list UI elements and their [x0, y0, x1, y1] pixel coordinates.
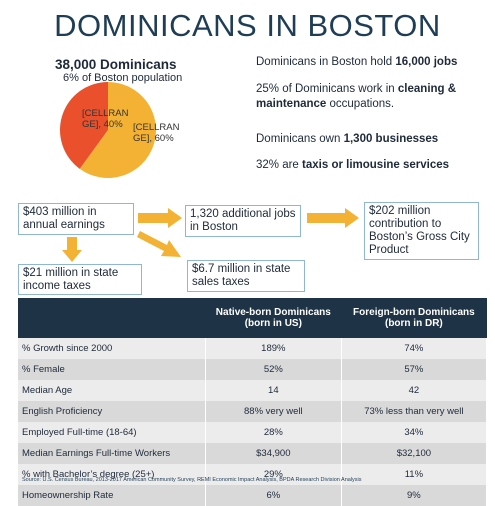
fact-text: 32% are — [256, 159, 303, 171]
fact: Dominicans in Boston hold 16,000 jobs — [256, 55, 491, 70]
table-row: % Growth since 2000 189% 74% — [18, 338, 488, 359]
flow-box: $403 million in annual earnings — [18, 203, 134, 235]
table-cell: 74% — [341, 338, 488, 359]
source: Source: U.S. Census Bureau, 2013-2017 Am… — [22, 477, 362, 483]
fact: 32% are taxis or limousine services — [256, 158, 491, 173]
table-cell: 28% — [205, 422, 342, 443]
fact-text: Dominicans in Boston hold — [256, 56, 396, 68]
pie-label: [CELLRANGE], 60% — [133, 122, 180, 144]
table-cell: 42 — [341, 380, 488, 401]
table-row: % Female 52% 57% — [18, 359, 488, 380]
fact-text: 1,300 businesses — [343, 133, 439, 145]
table-cell: 9% — [341, 485, 488, 506]
table-cell: Median Age — [18, 380, 206, 401]
table-cell: $32,100 — [341, 443, 488, 464]
table-row: Median Age 14 42 — [18, 380, 488, 401]
table-cell: % with Bachelor’s degree (25+) — [18, 464, 206, 485]
fact-text: Dominicans own — [256, 133, 344, 145]
flow-box: $202 million contribution to Boston’s Gr… — [364, 202, 479, 260]
table-row: Median Earnings Full-time Workers $34,900… — [18, 443, 488, 464]
flow-box: $6.7 million in state sales taxes — [187, 260, 305, 292]
table-cell: Employed Full-time (18-64) — [18, 422, 206, 443]
table-cell: Median Earnings Full-time Workers — [18, 443, 206, 464]
table-cell: English Proficiency — [18, 401, 206, 422]
table-cell: 14 — [205, 380, 342, 401]
column-header — [18, 298, 206, 338]
fact-text: 25% of Dominicans work in — [256, 83, 398, 95]
pie-slice — [60, 82, 108, 169]
pie-slice — [79, 82, 157, 179]
arrows — [62, 208, 359, 262]
table: Native-born Dominicans (born in US) Forei… — [18, 298, 488, 506]
fact-text: 16,000 jobs — [395, 56, 458, 68]
table-cell: Homeownership Rate — [18, 485, 206, 506]
table-cell: 189% — [205, 338, 342, 359]
subhead: 6% of Boston population — [63, 72, 183, 84]
table-cell: % Female — [18, 359, 206, 380]
fact-text: taxis or limousine services — [302, 159, 450, 171]
headline: 38,000 Dominicans — [55, 57, 177, 72]
table-row: % with Bachelor’s degree (25+) 29% 11% — [18, 464, 488, 485]
table-cell: % Growth since 2000 — [18, 338, 206, 359]
table-cell: 29% — [205, 464, 342, 485]
table-cell: 57% — [341, 359, 488, 380]
column-header: Foreign-born Dominicans (born in DR) — [341, 298, 487, 338]
table-cell: 52% — [205, 359, 342, 380]
pie-label: [CELLRANGE], 40% — [82, 108, 129, 130]
page: DOMINICANS IN BOSTON 38,000 Dominicans 6… — [18, 8, 491, 506]
flow-box: 1,320 additional jobs in Boston — [185, 205, 301, 237]
fact: Dominicans own 1,300 businesses — [256, 132, 491, 147]
graphics — [60, 82, 359, 262]
header-row: Native-born Dominicans (born in US) Forei… — [18, 298, 487, 338]
title: DOMINICANS IN BOSTON — [54, 8, 441, 43]
table-cell: 34% — [341, 422, 488, 443]
fact-text: occupations. — [326, 98, 395, 110]
table-row: English Proficiency 88% very well 73% less… — [18, 401, 488, 422]
table-cell: 73% less than very well — [341, 401, 488, 422]
table-row: Employed Full-time (18-64) 28% 34% — [18, 422, 488, 443]
fact: 25% of Dominicans work in cleaning & mai… — [256, 82, 491, 112]
fact-text: cleaning & maintenance — [256, 83, 457, 110]
column-header: Native-born Dominicans (born in US) — [205, 298, 342, 338]
table-cell: $34,900 — [205, 443, 342, 464]
table-cell: 6% — [205, 485, 342, 506]
table-cell: 11% — [341, 464, 488, 485]
table-row: Homeownership Rate 6% 9% — [18, 485, 488, 506]
table-cell: 88% very well — [205, 401, 342, 422]
flow-box: $21 million in state income taxes — [18, 264, 142, 295]
